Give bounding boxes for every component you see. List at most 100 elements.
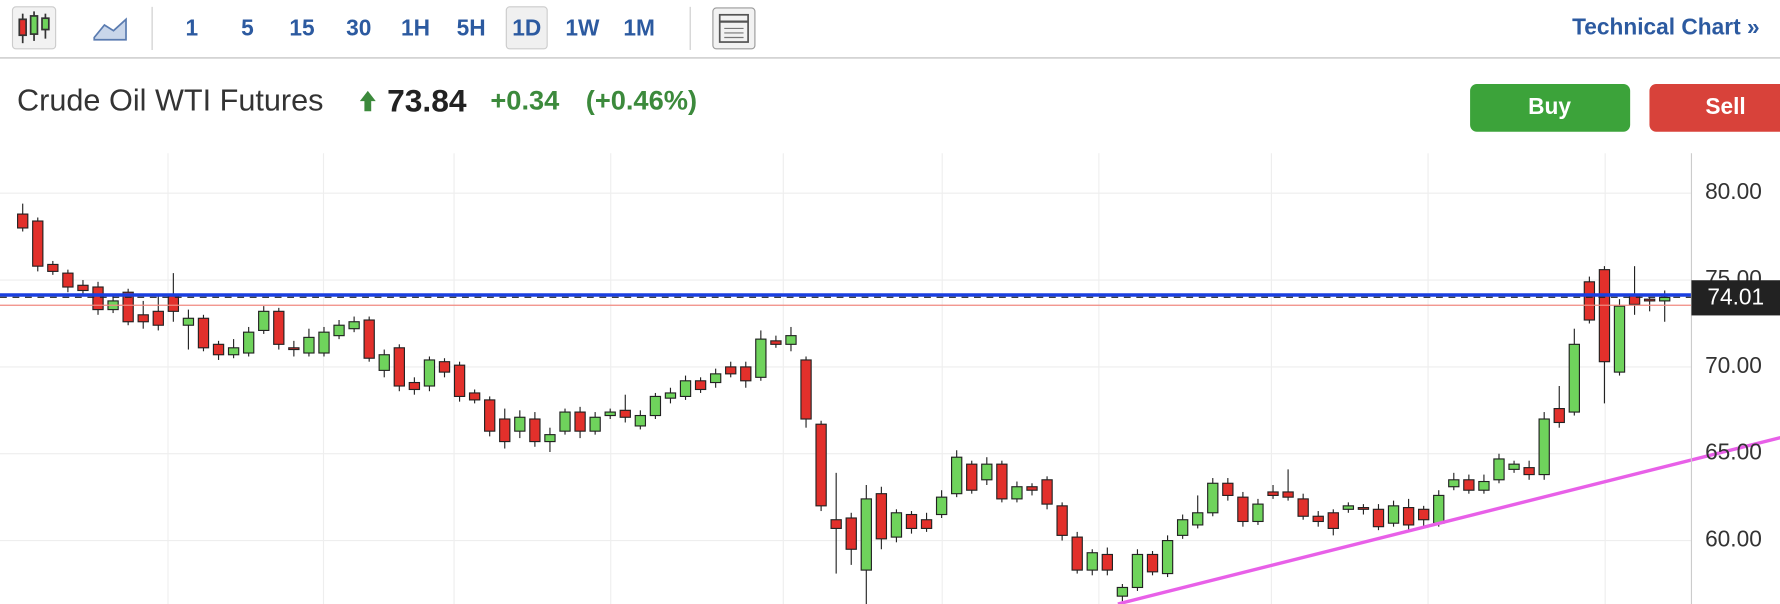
candle-body [499, 418, 511, 443]
interval-button[interactable]: 5H [457, 15, 486, 41]
interval-button[interactable]: 5 [241, 15, 254, 41]
candle-body [1659, 296, 1671, 302]
interval-button[interactable]: 1H [401, 15, 430, 41]
candle-body [996, 463, 1008, 500]
candle-body [890, 512, 903, 538]
candle-body [1252, 503, 1264, 523]
candle-body [438, 361, 451, 373]
candle-body [62, 272, 74, 288]
candle-body [227, 347, 240, 356]
buy-button[interactable]: Buy [1470, 84, 1631, 132]
candle-body [1342, 505, 1355, 510]
line-type-button[interactable] [93, 17, 127, 41]
candle-body [679, 380, 692, 397]
candle-body [182, 317, 195, 326]
interval-button[interactable]: 1W [565, 15, 600, 41]
overlays [0, 293, 1780, 604]
candle-body [1508, 463, 1520, 470]
vertical-grid [167, 153, 1606, 604]
y-tick-label: 80.00 [1705, 178, 1762, 204]
interval-group: 1 5 15 30 1H 5H 1D 1W 1M [186, 15, 655, 41]
candle-body [951, 456, 963, 495]
candle-body [1146, 553, 1159, 573]
candle-body [453, 364, 466, 397]
candle-body [770, 340, 782, 345]
y-tick-label: 70.00 [1705, 352, 1762, 378]
candle-body [393, 347, 405, 387]
candle-body [1026, 486, 1038, 491]
candle-body [905, 513, 918, 529]
candle-body [1433, 494, 1445, 524]
last-price-box [1691, 280, 1780, 316]
candle-body [77, 284, 89, 292]
candle-body [1041, 479, 1053, 505]
candle-body [122, 291, 134, 323]
interval-button[interactable]: 1 [186, 15, 199, 41]
price-change-percent: (+0.46%) [586, 84, 697, 115]
up-arrow [359, 90, 376, 112]
candle-body [694, 380, 707, 391]
candle-body [318, 331, 330, 354]
candle-body [1267, 491, 1279, 496]
candle-body [981, 463, 993, 481]
candle-body [1643, 298, 1656, 302]
candle-body [604, 411, 616, 417]
candle-body [1131, 553, 1144, 589]
candle-body [212, 343, 225, 356]
candle-body [830, 519, 842, 529]
candle-body [167, 295, 180, 312]
candle-body [1372, 508, 1385, 528]
candle-body [1237, 496, 1249, 523]
candle-body [920, 519, 933, 529]
candles [17, 203, 1671, 604]
candle-body [1101, 553, 1113, 571]
candle-body [47, 263, 59, 272]
candle-body [423, 359, 436, 387]
candle-body [1478, 480, 1490, 491]
candle-body [1613, 305, 1626, 373]
candle-body [1071, 536, 1083, 571]
candle-body [288, 347, 300, 351]
toolbar: 1 5 15 30 1H 5H 1D 1W 1M Technical Chart » [0, 6, 1780, 59]
candle-body [348, 321, 360, 330]
candle-body [363, 319, 375, 359]
interval-button[interactable]: 1M [623, 15, 655, 41]
candle-body [1282, 491, 1294, 498]
interval-button[interactable]: 30 [346, 15, 371, 41]
candle-body [17, 213, 29, 229]
candle-body [1222, 482, 1234, 496]
candle-body [1327, 512, 1339, 529]
interval-button[interactable]: 1D [512, 15, 541, 41]
candle-body [468, 392, 481, 401]
candle-body [1116, 586, 1129, 597]
candle-body [408, 381, 421, 391]
candle-body [484, 399, 496, 432]
sell-button[interactable]: Sell [1649, 84, 1780, 132]
candle-body [544, 434, 556, 443]
candle-body [273, 310, 285, 345]
candle-body [197, 317, 210, 349]
candle-body [137, 314, 149, 323]
candle-body [1598, 269, 1611, 363]
candle-body [378, 354, 390, 371]
layout-button[interactable] [712, 7, 756, 50]
horizontal-grid [0, 192, 1692, 542]
candle-body [1056, 505, 1068, 536]
candle-body [966, 463, 978, 491]
candle-body [1312, 515, 1324, 523]
candle-body [32, 220, 44, 267]
candle-body [755, 338, 767, 378]
price-change: +0.34 [490, 84, 559, 115]
interval-button[interactable]: 15 [289, 15, 314, 41]
candle-body [1463, 479, 1475, 491]
candle-body [1086, 552, 1098, 571]
technical-chart-link[interactable]: Technical Chart » [1572, 13, 1759, 39]
candle-body [589, 416, 601, 432]
sell-label: Sell [1705, 93, 1745, 119]
candle-body [664, 392, 677, 399]
candle-body [514, 416, 526, 432]
candle-body [1176, 519, 1189, 536]
last-price-label: 74.01 [1707, 283, 1764, 309]
